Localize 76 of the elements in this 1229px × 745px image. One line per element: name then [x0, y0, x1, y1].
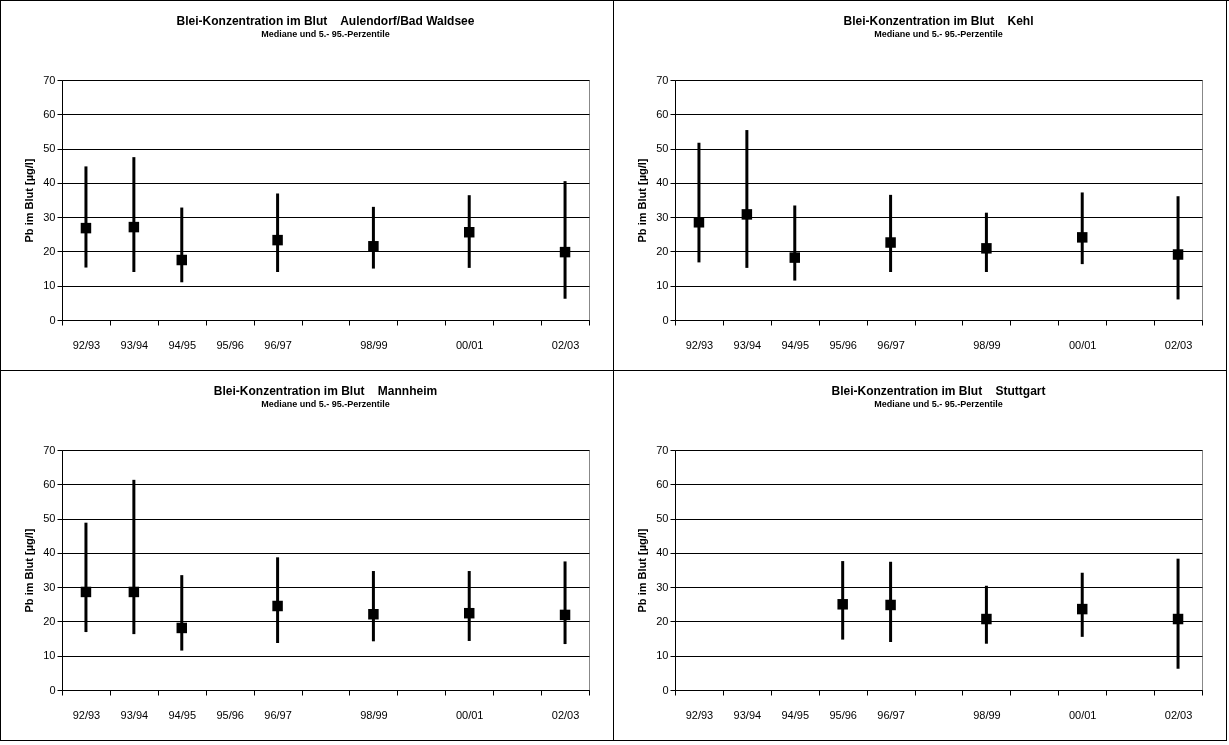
- x-tick-label: 94/95: [781, 708, 810, 721]
- x-tick-label: 02/03: [551, 338, 580, 351]
- y-tick-label: 20: [656, 614, 669, 627]
- y-tick-label: 30: [656, 580, 669, 593]
- chart-subtitle: Mediane und 5.- 95.-Perzentile: [874, 29, 1003, 39]
- y-tick-label: 50: [656, 512, 669, 525]
- x-tick-label: 96/97: [264, 708, 292, 721]
- y-tick-label: 50: [43, 512, 56, 525]
- x-tick-label: 02/03: [1164, 338, 1193, 351]
- y-tick-label: 70: [656, 443, 669, 456]
- chart-subtitle: Mediane und 5.- 95.-Perzentile: [261, 29, 390, 39]
- x-tick-label: 98/99: [973, 338, 1001, 351]
- x-tick-label: 96/97: [877, 708, 905, 721]
- y-tick-label: 0: [49, 313, 56, 326]
- x-tick-label: 93/94: [120, 338, 149, 351]
- y-tick-label: 60: [656, 477, 669, 490]
- y-tick-label: 10: [656, 279, 669, 292]
- y-tick-label: 50: [656, 142, 669, 155]
- y-axis-title: Pb im Blut [µg/l]: [636, 528, 649, 613]
- x-tick-label: 95/96: [216, 338, 244, 351]
- x-tick-label: 94/95: [168, 708, 197, 721]
- x-tick-label: 92/93: [72, 338, 101, 351]
- y-axis-title: Pb im Blut [µg/l]: [636, 158, 649, 243]
- x-tick-label: 98/99: [360, 708, 388, 721]
- chart-title: Blei-Konzentration im Blut Stuttgart: [831, 384, 1046, 398]
- y-tick-label: 60: [43, 107, 56, 120]
- y-tick-label: 70: [43, 443, 56, 456]
- x-tick-label: 98/99: [360, 338, 388, 351]
- y-tick-label: 0: [49, 683, 56, 696]
- y-tick-label: 30: [43, 210, 56, 223]
- chart-title: Blei-Konzentration im Blut Mannheim: [213, 384, 438, 398]
- y-tick-label: 10: [43, 279, 56, 292]
- x-tick-label: 00/01: [1068, 338, 1097, 351]
- x-tick-label: 93/94: [120, 708, 149, 721]
- chart-subtitle: Mediane und 5.- 95.-Perzentile: [261, 399, 390, 409]
- y-tick-label: 40: [43, 176, 56, 189]
- y-tick-label: 20: [43, 244, 56, 257]
- x-tick-label: 94/95: [168, 338, 197, 351]
- chart-subtitle: Mediane und 5.- 95.-Perzentile: [874, 399, 1003, 409]
- x-tick-label: 96/97: [877, 338, 905, 351]
- y-tick-label: 0: [662, 683, 669, 696]
- x-tick-label: 00/01: [1068, 708, 1097, 721]
- y-tick-label: 40: [43, 546, 56, 559]
- y-tick-label: 20: [656, 244, 669, 257]
- y-tick-label: 50: [43, 142, 56, 155]
- y-axis-title: Pb im Blut [µg/l]: [23, 158, 36, 243]
- y-tick-label: 0: [662, 313, 669, 326]
- y-tick-label: 60: [43, 477, 56, 490]
- x-tick-label: 95/96: [829, 708, 857, 721]
- x-tick-label: 92/93: [685, 708, 714, 721]
- y-tick-label: 30: [656, 210, 669, 223]
- x-tick-label: 95/96: [829, 338, 857, 351]
- y-tick-label: 40: [656, 546, 669, 559]
- y-tick-label: 30: [43, 580, 56, 593]
- x-tick-label: 92/93: [72, 708, 101, 721]
- y-tick-label: 70: [43, 73, 56, 86]
- y-tick-label: 40: [656, 176, 669, 189]
- x-tick-label: 93/94: [733, 708, 762, 721]
- y-tick-label: 10: [43, 649, 56, 662]
- x-tick-label: 95/96: [216, 708, 244, 721]
- y-tick-label: 60: [656, 107, 669, 120]
- x-tick-label: 00/01: [455, 338, 484, 351]
- x-tick-label: 02/03: [551, 708, 580, 721]
- chart-title: Blei-Konzentration im Blut Kehl: [843, 14, 1034, 28]
- y-tick-label: 10: [656, 649, 669, 662]
- x-tick-label: 96/97: [264, 338, 292, 351]
- x-tick-label: 92/93: [685, 338, 714, 351]
- x-tick-label: 02/03: [1164, 708, 1193, 721]
- x-tick-label: 00/01: [455, 708, 484, 721]
- x-tick-label: 98/99: [973, 708, 1001, 721]
- y-tick-label: 20: [43, 614, 56, 627]
- y-axis-title: Pb im Blut [µg/l]: [23, 528, 36, 613]
- chart-title: Blei-Konzentration im Blut Aulendorf/Bad Waldsee: [176, 14, 475, 28]
- x-tick-label: 93/94: [733, 338, 762, 351]
- y-tick-label: 70: [656, 73, 669, 86]
- x-tick-label: 94/95: [781, 338, 810, 351]
